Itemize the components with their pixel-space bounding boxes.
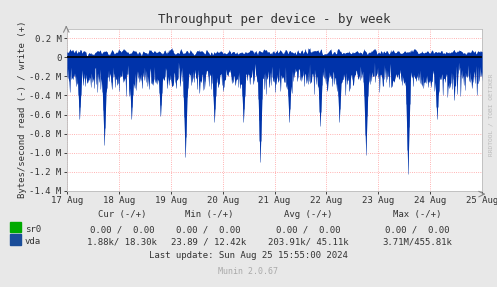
Text: vda: vda bbox=[25, 237, 41, 246]
Text: 3.71M/455.81k: 3.71M/455.81k bbox=[383, 237, 452, 246]
Text: 0.00 /  0.00: 0.00 / 0.00 bbox=[385, 225, 450, 234]
Text: sr0: sr0 bbox=[25, 225, 41, 234]
Text: Min (-/+): Min (-/+) bbox=[184, 210, 233, 219]
Text: Last update: Sun Aug 25 15:55:00 2024: Last update: Sun Aug 25 15:55:00 2024 bbox=[149, 251, 348, 260]
Title: Throughput per device - by week: Throughput per device - by week bbox=[159, 13, 391, 26]
Y-axis label: Bytes/second read (-) / write (+): Bytes/second read (-) / write (+) bbox=[17, 21, 26, 199]
Text: 0.00 /  0.00: 0.00 / 0.00 bbox=[89, 225, 154, 234]
Text: 0.00 /  0.00: 0.00 / 0.00 bbox=[176, 225, 241, 234]
Text: 0.00 /  0.00: 0.00 / 0.00 bbox=[276, 225, 340, 234]
Text: Cur (-/+): Cur (-/+) bbox=[97, 210, 146, 219]
Text: 1.88k/ 18.30k: 1.88k/ 18.30k bbox=[87, 237, 157, 246]
Text: 203.91k/ 45.11k: 203.91k/ 45.11k bbox=[268, 237, 348, 246]
Text: RRDTOOL / TOBI OETIKER: RRDTOOL / TOBI OETIKER bbox=[489, 73, 494, 156]
Text: Max (-/+): Max (-/+) bbox=[393, 210, 442, 219]
Text: 23.89 / 12.42k: 23.89 / 12.42k bbox=[171, 237, 247, 246]
Text: Avg (-/+): Avg (-/+) bbox=[284, 210, 332, 219]
Text: Munin 2.0.67: Munin 2.0.67 bbox=[219, 267, 278, 276]
